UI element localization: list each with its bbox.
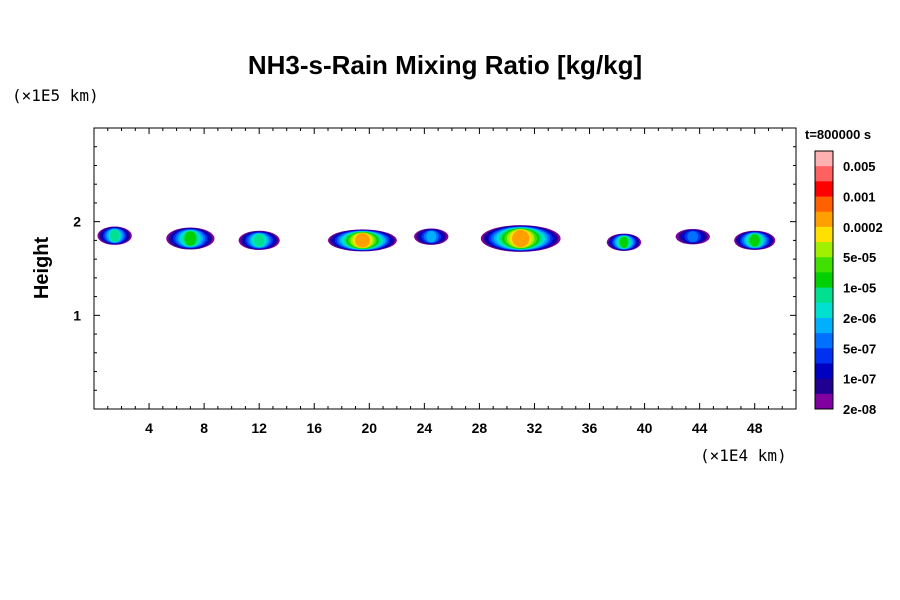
rain-cell-4-level-5 bbox=[426, 231, 437, 243]
x-tick-label: 36 bbox=[582, 420, 598, 436]
colorbar-swatch bbox=[815, 257, 833, 273]
rain-cell-2-level-7 bbox=[253, 234, 265, 247]
colorbar-swatch bbox=[815, 287, 833, 304]
colorbar-label: 5e-07 bbox=[843, 341, 876, 356]
colorbar-swatch bbox=[815, 393, 833, 410]
x-tick-label: 8 bbox=[200, 420, 208, 436]
x-tick-label: 12 bbox=[251, 420, 267, 436]
x-tick-label: 16 bbox=[306, 420, 322, 436]
rain-cell-8-level-8 bbox=[749, 234, 760, 247]
colorbar-swatch bbox=[815, 317, 833, 334]
x-axis-unit: (×1E4 km) bbox=[700, 446, 787, 465]
x-tick-label: 48 bbox=[747, 420, 763, 436]
x-tick-label: 28 bbox=[472, 420, 488, 436]
rain-cell-5-level-12 bbox=[512, 229, 530, 248]
x-tick-label: 20 bbox=[362, 420, 378, 436]
colorbar-frame bbox=[814, 150, 834, 410]
colorbar-swatch bbox=[815, 166, 833, 182]
colorbar-label: 0.001 bbox=[843, 190, 876, 205]
x-tick-label: 24 bbox=[417, 420, 433, 436]
colorbar-swatch bbox=[815, 226, 833, 243]
colorbar-swatch bbox=[815, 333, 833, 349]
colorbar-label: 1e-07 bbox=[843, 372, 876, 387]
rain-cell-7-level-4 bbox=[687, 231, 699, 243]
x-tick-label: 40 bbox=[637, 420, 653, 436]
colorbar-label: 0.005 bbox=[843, 159, 876, 174]
colorbar-label: 1e-05 bbox=[843, 281, 876, 296]
colorbar-swatch bbox=[815, 211, 833, 228]
plot-frame bbox=[93, 127, 797, 410]
colorbar-label: 5e-05 bbox=[843, 250, 876, 265]
x-tick-label: 44 bbox=[692, 420, 708, 436]
colorbar-label: 0.0002 bbox=[843, 220, 883, 235]
rain-cell-6-level-8 bbox=[619, 236, 629, 248]
colorbar: 0.005 0.001 0.0002 5e-05 1e-05 2e-06 5e-07 1e-0… bbox=[814, 150, 883, 417]
y-axis-label: Height bbox=[31, 237, 53, 300]
colorbar-swatch bbox=[815, 363, 833, 380]
colorbar-swatch bbox=[815, 378, 833, 395]
time-label: t=800000 s bbox=[805, 127, 871, 142]
colorbar-swatch bbox=[815, 272, 833, 289]
x-tick-label: 4 bbox=[145, 420, 153, 436]
y-tick-label: 1 bbox=[73, 307, 81, 323]
colorbar-label: 2e-08 bbox=[843, 402, 876, 417]
colorbar-swatch bbox=[815, 242, 833, 258]
colorbar-swatch bbox=[815, 196, 833, 213]
x-tick-label: 32 bbox=[527, 420, 543, 436]
rain-cell-0-level-7 bbox=[110, 229, 120, 242]
rain-cell-1-level-8 bbox=[184, 231, 197, 246]
colorbar-label: 2e-06 bbox=[843, 311, 876, 326]
y-axis-unit: (×1E5 km) bbox=[12, 86, 99, 105]
y-tick-label: 2 bbox=[73, 214, 81, 230]
rain-field bbox=[97, 225, 776, 252]
colorbar-swatch bbox=[815, 181, 833, 198]
colorbar-swatch bbox=[815, 151, 833, 167]
chart-title: NH3-s-Rain Mixing Ratio [kg/kg] bbox=[248, 50, 642, 80]
rain-cell-3-level-12 bbox=[355, 233, 370, 248]
colorbar-swatch bbox=[815, 348, 833, 364]
colorbar-swatch bbox=[815, 302, 833, 319]
